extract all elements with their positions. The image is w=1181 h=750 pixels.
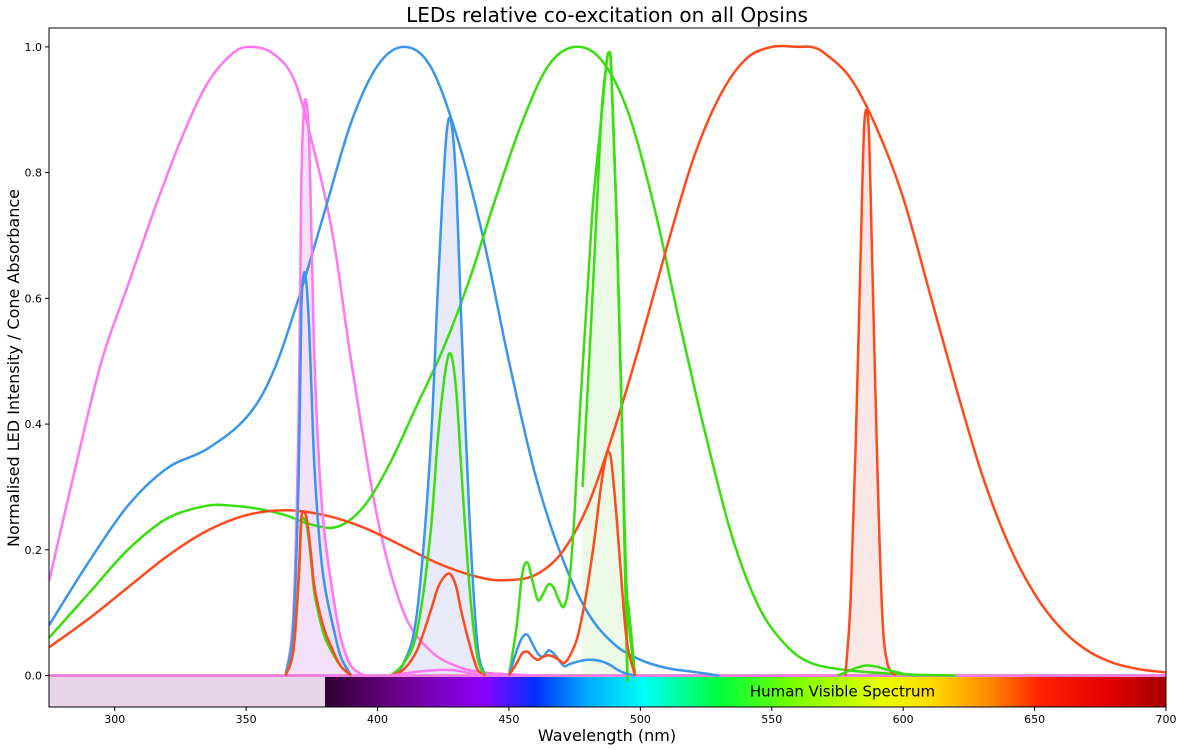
x-tick-label: 500	[630, 713, 651, 726]
response-series-line	[836, 664, 917, 677]
x-tick-label: 650	[1024, 713, 1045, 726]
opsin-series-line	[49, 45, 720, 677]
chart-title: LEDs relative co-excitation on all Opsin…	[406, 3, 808, 27]
plot-area: Human Visible Spectrum	[49, 44, 1166, 707]
x-tick-label: 300	[104, 713, 125, 726]
uv-region-band	[49, 675, 325, 707]
led-fill-area	[285, 99, 365, 676]
opsin-series-line	[49, 44, 1166, 674]
visible-spectrum-label: Human Visible Spectrum	[750, 682, 935, 700]
led-fill-area	[845, 109, 896, 676]
x-tick-label: 600	[893, 713, 914, 726]
x-tick-label: 550	[761, 713, 782, 726]
response-series-line	[507, 450, 637, 677]
y-tick-label: 1.0	[25, 41, 43, 54]
led-series-line	[844, 108, 897, 677]
y-tick-label: 0.6	[25, 292, 43, 305]
x-tick-label: 700	[1156, 713, 1177, 726]
response-series-line	[389, 351, 487, 677]
y-tick-label: 0.2	[25, 544, 43, 557]
y-tick-label: 0.0	[25, 670, 43, 683]
y-axis-label: Normalised LED Intensity / Cone Absorban…	[4, 189, 23, 547]
response-series-line	[507, 50, 637, 676]
response-series-line	[390, 668, 483, 677]
y-axis: 0.0 0.2 0.4 0.6 0.8 1.0	[25, 41, 49, 683]
series-lines	[49, 44, 1166, 682]
led-series-line	[389, 116, 487, 677]
x-tick-label: 350	[236, 713, 257, 726]
led-fill-area	[390, 117, 486, 676]
response-series-line	[284, 510, 353, 677]
visible-spectrum-band	[324, 675, 1166, 707]
response-series-line	[390, 572, 487, 677]
y-tick-label: 0.4	[25, 418, 43, 431]
plot-frame	[48, 27, 1167, 708]
y-tick-label: 0.8	[25, 167, 43, 180]
opsin-series-line	[49, 45, 536, 677]
x-axis: 300 350 400 450 500 550 600 650 700	[104, 707, 1177, 726]
x-tick-label: 450	[498, 713, 519, 726]
x-tick-label: 400	[367, 713, 388, 726]
x-axis-label: Wavelength (nm)	[538, 726, 676, 745]
response-series-line	[284, 270, 353, 677]
opsin-series-line	[49, 45, 956, 677]
